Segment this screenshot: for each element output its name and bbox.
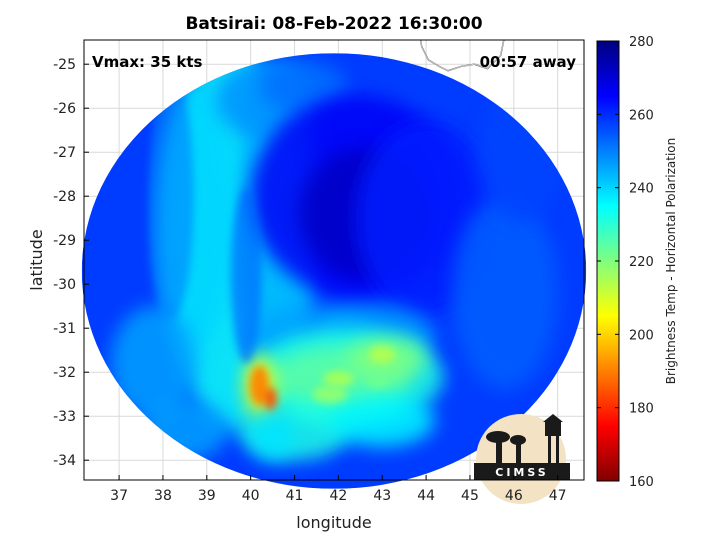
- cimss-logo-text: CIMSS: [495, 466, 548, 479]
- y-tick-label: -25: [53, 57, 76, 73]
- temperature-region: [452, 196, 558, 390]
- x-tick-label: 42: [329, 488, 347, 504]
- convective-core: [366, 374, 389, 388]
- y-tick-label: -31: [53, 321, 76, 337]
- y-tick-label: -30: [53, 277, 76, 293]
- x-axis-ticks: 37 38 39 40 41 42 43 44 45 46 47: [110, 475, 567, 504]
- colorbar-tick-label: 240: [629, 182, 654, 197]
- x-tick-label: 47: [549, 488, 567, 504]
- convective-core: [312, 385, 348, 404]
- convective-core: [249, 365, 270, 406]
- brightness-temp-swath: [81, 53, 587, 489]
- y-axis-ticks: -25 -26 -27 -28 -29 -30 -31 -32 -33 -34: [53, 57, 89, 469]
- colorbar-tick-label: 180: [629, 402, 654, 417]
- colorbar-tick-label: 260: [629, 108, 654, 123]
- y-axis-label: latitude: [27, 229, 46, 290]
- colorbar-tick-label: 200: [629, 328, 654, 343]
- temperature-region: [250, 416, 295, 461]
- colorbar-tick-label: 220: [629, 255, 654, 270]
- vmax-label: Vmax: 35 kts: [92, 53, 202, 71]
- temperature-region: [259, 59, 348, 113]
- x-tick-label: 39: [198, 488, 216, 504]
- rainband: [230, 187, 262, 364]
- convective-core: [369, 345, 396, 364]
- x-tick-label: 45: [461, 488, 479, 504]
- x-axis-label: longitude: [296, 513, 371, 532]
- x-tick-label: 43: [373, 488, 391, 504]
- rainband: [149, 73, 194, 320]
- convective-core: [323, 370, 354, 387]
- axes-border: [83, 39, 585, 481]
- colorbar-label: Brightness Temp - Horizontal Polarizatio…: [664, 138, 678, 385]
- y-tick-label: -34: [53, 453, 76, 469]
- y-tick-label: -27: [53, 145, 76, 161]
- cimss-logo: CIMSS: [474, 414, 570, 504]
- chart-title: Batsirai: 08-Feb-2022 16:30:00: [185, 14, 482, 34]
- coastline-halo: [420, 40, 505, 72]
- temperature-region: [329, 394, 435, 447]
- y-tick-label: -28: [53, 189, 76, 205]
- colorbar-tick-label: 160: [629, 475, 654, 490]
- colorbar-ticks: 280 260 240 220 200 180 160: [597, 35, 654, 490]
- convective-core: [264, 387, 277, 410]
- y-tick-label: -32: [53, 365, 76, 381]
- x-tick-label: 46: [505, 488, 523, 504]
- colorbar-tick-label: 280: [629, 35, 654, 50]
- x-tick-label: 41: [286, 488, 304, 504]
- y-tick-label: -29: [53, 233, 76, 249]
- time-offset-label: 00:57 away: [480, 53, 577, 71]
- x-tick-label: 40: [242, 488, 260, 504]
- temperature-region: [110, 306, 199, 421]
- x-tick-label: 38: [154, 488, 172, 504]
- y-tick-label: -33: [53, 409, 76, 425]
- y-tick-label: -26: [53, 101, 76, 117]
- x-tick-label: 44: [417, 488, 435, 504]
- x-tick-label: 37: [110, 488, 128, 504]
